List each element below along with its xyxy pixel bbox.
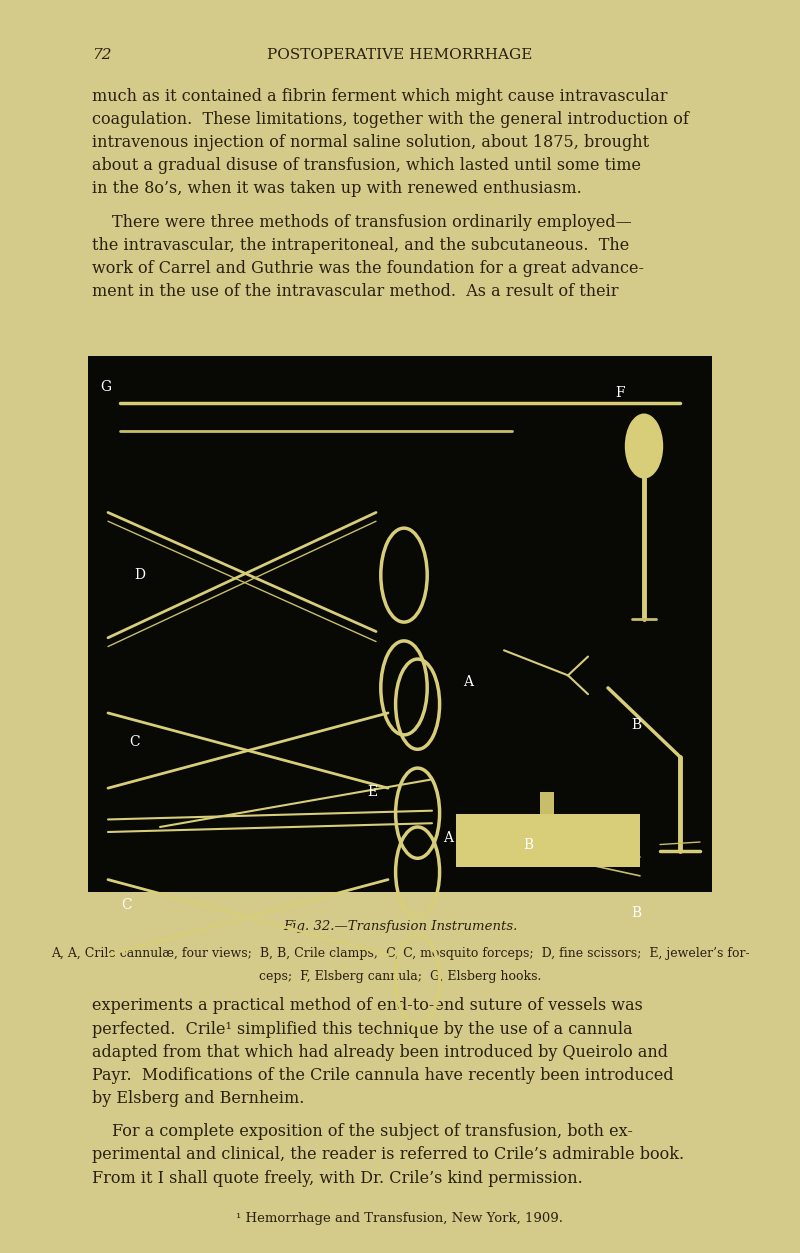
Text: perimental and clinical, the reader is referred to Crile’s admirable book.: perimental and clinical, the reader is r… <box>92 1146 684 1164</box>
Text: G: G <box>100 380 111 395</box>
Text: There were three methods of transfusion ordinarily employed—: There were three methods of transfusion … <box>112 213 632 231</box>
Text: A, A, Crile cannulæ, four views;  B, B, Crile clamps;  C, C, mosquito forceps;  : A, A, Crile cannulæ, four views; B, B, C… <box>50 947 750 960</box>
Text: adapted from that which had already been introduced by Queirolo and: adapted from that which had already been… <box>92 1044 668 1061</box>
Text: the intravascular, the intraperitoneal, and the subcutaneous.  The: the intravascular, the intraperitoneal, … <box>92 237 630 254</box>
Text: B: B <box>631 906 641 921</box>
Text: coagulation.  These limitations, together with the general introduction of: coagulation. These limitations, together… <box>92 110 689 128</box>
Text: C: C <box>129 734 140 749</box>
Text: B: B <box>523 837 533 852</box>
Text: F: F <box>615 386 625 401</box>
Text: in the 8o’s, when it was taken up with renewed enthusiasm.: in the 8o’s, when it was taken up with r… <box>92 180 582 198</box>
Text: experiments a practical method of end-to-end suture of vessels was: experiments a practical method of end-to… <box>92 997 643 1015</box>
Ellipse shape <box>625 413 663 479</box>
Bar <box>540 792 554 814</box>
Text: work of Carrel and Guthrie was the foundation for a great advance-: work of Carrel and Guthrie was the found… <box>92 259 644 277</box>
Text: by Elsberg and Bernheim.: by Elsberg and Bernheim. <box>92 1090 304 1108</box>
Text: ment in the use of the intravascular method.  As a result of their: ment in the use of the intravascular met… <box>92 283 618 301</box>
Text: Payr.  Modifications of the Crile cannula have recently been introduced: Payr. Modifications of the Crile cannula… <box>92 1066 674 1084</box>
Text: 72: 72 <box>92 48 111 61</box>
Text: D: D <box>134 568 146 583</box>
Text: ceps;  F, Elsberg cannula;  G, Elsberg hooks.: ceps; F, Elsberg cannula; G, Elsberg hoo… <box>259 970 541 982</box>
Text: From it I shall quote freely, with Dr. Crile’s kind permission.: From it I shall quote freely, with Dr. C… <box>92 1170 582 1187</box>
Text: E: E <box>367 784 377 799</box>
Bar <box>456 814 640 867</box>
Bar <box>88 356 712 892</box>
Text: perfected.  Crile¹ simplified this technique by the use of a cannula: perfected. Crile¹ simplified this techni… <box>92 1020 633 1037</box>
Text: about a gradual disuse of transfusion, which lasted until some time: about a gradual disuse of transfusion, w… <box>92 157 641 174</box>
Text: For a complete exposition of the subject of transfusion, both ex-: For a complete exposition of the subject… <box>112 1123 633 1140</box>
Text: Fig. 32.—Transfusion Instruments.: Fig. 32.—Transfusion Instruments. <box>283 920 517 932</box>
Text: A: A <box>443 831 453 846</box>
Text: B: B <box>631 718 641 733</box>
Text: POSTOPERATIVE HEMORRHAGE: POSTOPERATIVE HEMORRHAGE <box>267 48 533 61</box>
Text: much as it contained a fibrin ferment which might cause intravascular: much as it contained a fibrin ferment wh… <box>92 88 667 105</box>
Text: C: C <box>121 897 132 912</box>
Text: ¹ Hemorrhage and Transfusion, New York, 1909.: ¹ Hemorrhage and Transfusion, New York, … <box>237 1212 563 1224</box>
Text: intravenous injection of normal saline solution, about 1875, brought: intravenous injection of normal saline s… <box>92 134 649 152</box>
Text: A: A <box>463 674 473 689</box>
